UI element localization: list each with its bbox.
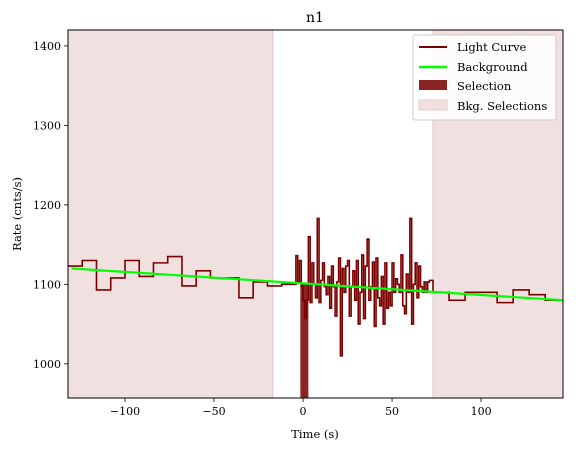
y-axis-label: Rate (cnts/s) bbox=[10, 177, 24, 251]
selection-region bbox=[300, 284, 309, 398]
y-tick-label: 1400 bbox=[33, 40, 61, 53]
x-tick-label: 50 bbox=[385, 405, 399, 418]
legend-label-selection: Selection bbox=[457, 79, 512, 93]
bkg-selection-region-0 bbox=[68, 30, 274, 398]
plot-frame bbox=[67, 29, 564, 399]
legend-label-background: Background bbox=[457, 60, 528, 74]
y-tick-label: 1300 bbox=[33, 119, 61, 132]
x-axis-label: Time (s) bbox=[291, 427, 339, 441]
legend-swatch-bkg-selections bbox=[418, 99, 448, 111]
background-fit-line bbox=[71, 267, 563, 302]
light-curve-line bbox=[68, 217, 563, 357]
x-tick-label: −100 bbox=[110, 405, 140, 418]
y-tick-label: 1000 bbox=[33, 358, 61, 371]
x-axis: −100 −50 0 50 100 bbox=[110, 398, 492, 418]
y-tick-label: 1200 bbox=[33, 199, 61, 212]
y-axis: 1000 1100 1200 1300 1400 bbox=[33, 40, 68, 371]
x-tick-label: 100 bbox=[471, 405, 492, 418]
legend-box bbox=[412, 34, 557, 121]
legend-label-light-curve: Light Curve bbox=[457, 40, 527, 54]
legend-swatch-selection bbox=[419, 80, 447, 90]
selection-bar bbox=[300, 284, 309, 398]
x-tick-label: 0 bbox=[300, 405, 307, 418]
x-tick-label: −50 bbox=[202, 405, 225, 418]
chart-title: n1 bbox=[306, 10, 324, 26]
legend-label-bkg-selections: Bkg. Selections bbox=[457, 99, 547, 113]
legend: Light Curve Background Selection Bkg. Se… bbox=[412, 34, 557, 121]
y-tick-label: 1100 bbox=[33, 278, 61, 291]
